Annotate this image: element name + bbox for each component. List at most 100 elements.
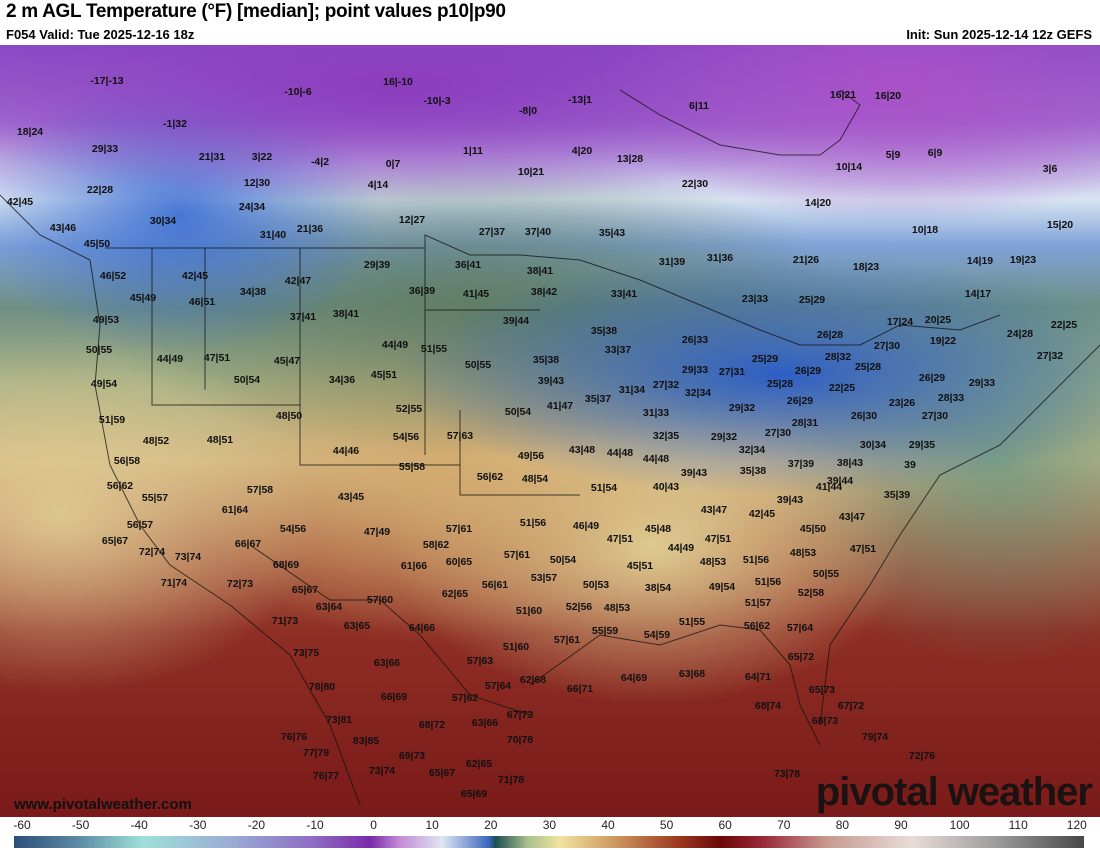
point-value: 28|31 xyxy=(791,417,819,429)
point-value: 45|47 xyxy=(273,355,301,367)
colorbar-tick-label: 110 xyxy=(1008,818,1028,832)
point-value: 50|55 xyxy=(812,568,840,580)
point-value: 31|36 xyxy=(706,252,734,264)
point-value: 34|36 xyxy=(328,374,356,386)
colorbar-tick-label: 0 xyxy=(370,818,377,832)
point-value: 29|32 xyxy=(728,402,756,414)
point-value: 63|66 xyxy=(373,657,401,669)
point-value: 26|29 xyxy=(794,365,822,377)
point-value: 43|46 xyxy=(49,222,77,234)
point-value: 68|73 xyxy=(811,715,839,727)
point-value: 26|29 xyxy=(786,395,814,407)
point-value: 54|56 xyxy=(279,523,307,535)
point-value: 43|47 xyxy=(700,504,728,516)
point-value: 71|74 xyxy=(160,577,188,589)
point-value: 26|33 xyxy=(681,334,709,346)
point-value: 25|29 xyxy=(751,353,779,365)
point-value: 31|39 xyxy=(658,256,686,268)
point-value: 58|62 xyxy=(422,539,450,551)
point-value: 27|30 xyxy=(764,427,792,439)
point-value: 73|78 xyxy=(773,768,801,780)
point-value: 83|85 xyxy=(352,735,380,747)
point-value: 5|9 xyxy=(885,149,901,161)
point-value: 20|25 xyxy=(924,314,952,326)
point-value: 45|48 xyxy=(644,523,672,535)
init-time: Init: Sun 2025-12-14 12z GEFS xyxy=(906,27,1092,42)
point-value: 55|58 xyxy=(398,461,426,473)
point-value: 79|74 xyxy=(861,731,889,743)
point-value: 63|68 xyxy=(678,668,706,680)
point-value: 42|45 xyxy=(748,508,776,520)
point-value: 35|39 xyxy=(883,489,911,501)
point-value: 57|63 xyxy=(446,430,474,442)
point-value: 48|51 xyxy=(206,434,234,446)
point-value: 51|54 xyxy=(590,482,618,494)
point-value: 73|81 xyxy=(325,714,353,726)
point-value: 64|71 xyxy=(744,671,772,683)
colorbar-tick-label: 100 xyxy=(949,818,970,832)
colorbar-tick-label: -10 xyxy=(306,818,324,832)
point-value: 51|56 xyxy=(742,554,770,566)
hudson-bay-coast xyxy=(619,89,861,156)
point-value: 43|48 xyxy=(568,444,596,456)
point-value: 64|66 xyxy=(408,622,436,634)
point-value: 38|41 xyxy=(332,308,360,320)
colorbar-tick-label: 10 xyxy=(425,818,439,832)
colorbar-tick-label: 30 xyxy=(542,818,557,832)
point-value: 18|24 xyxy=(16,126,44,138)
point-value: 51|55 xyxy=(678,616,706,628)
point-value: 18|23 xyxy=(852,261,880,273)
point-value: 12|27 xyxy=(398,214,426,226)
point-value: 19|23 xyxy=(1009,254,1037,266)
point-value: 13|28 xyxy=(616,153,644,165)
colorbar-tick-label: 120 xyxy=(1066,818,1087,832)
point-value: 63|65 xyxy=(343,620,371,632)
point-value: 57|64 xyxy=(484,680,512,692)
point-value: 49|54 xyxy=(708,581,736,593)
temperature-map[interactable]: -17|-13 -10|-6 16|-10 -10|-3 -8|0 -13|1 6|11 16… xyxy=(0,45,1100,817)
point-value: 73|74 xyxy=(368,765,396,777)
point-value: 28|33 xyxy=(937,392,965,404)
point-value: 62|65 xyxy=(441,588,469,600)
point-value: 29|32 xyxy=(710,431,738,443)
point-value: -1|32 xyxy=(163,118,187,130)
point-value: 51|60 xyxy=(502,641,530,653)
point-value: 46|51 xyxy=(188,296,216,308)
point-value: 44|49 xyxy=(156,353,184,365)
point-value: 57|61 xyxy=(503,549,531,561)
point-value: 50|55 xyxy=(464,359,492,371)
west-coast xyxy=(0,194,361,806)
point-value: 63|66 xyxy=(471,717,499,729)
colorbar-tick-label: -30 xyxy=(189,818,207,832)
point-value: 27|30 xyxy=(873,340,901,352)
point-value: 38|43 xyxy=(836,457,864,469)
point-value: 4|20 xyxy=(571,145,593,157)
point-value: 37|39 xyxy=(787,458,815,470)
point-value: -8|0 xyxy=(518,105,538,117)
point-value: 76|77 xyxy=(312,770,340,782)
point-value: 57|60 xyxy=(366,594,394,606)
colorbar-tick-label: 60 xyxy=(718,818,732,832)
point-value: 56|62 xyxy=(476,471,504,483)
point-value: 24|34 xyxy=(238,201,266,213)
us-canada-border xyxy=(105,234,1001,346)
point-value: 61|66 xyxy=(400,560,428,572)
gulf-coast xyxy=(529,624,821,746)
point-value: 68|72 xyxy=(418,719,446,731)
point-value: 62|65 xyxy=(465,758,493,770)
point-value: 23|26 xyxy=(888,397,916,409)
point-value: 67|72 xyxy=(837,700,865,712)
point-value: 25|28 xyxy=(854,361,882,373)
colorbar-tick-label: 40 xyxy=(601,818,615,832)
point-value: 22|28 xyxy=(86,184,114,196)
point-value: 32|35 xyxy=(652,430,680,442)
point-value: 25|28 xyxy=(766,378,794,390)
point-value: 38|42 xyxy=(530,286,558,298)
point-value: 38|41 xyxy=(526,265,554,277)
point-value: 68|69 xyxy=(272,559,300,571)
point-value: 14|17 xyxy=(964,288,992,300)
point-value: 57|63 xyxy=(466,655,494,667)
point-value: 35|38 xyxy=(739,465,767,477)
colorbar-tick-label: -40 xyxy=(130,818,148,832)
point-value: 35|37 xyxy=(584,393,612,405)
